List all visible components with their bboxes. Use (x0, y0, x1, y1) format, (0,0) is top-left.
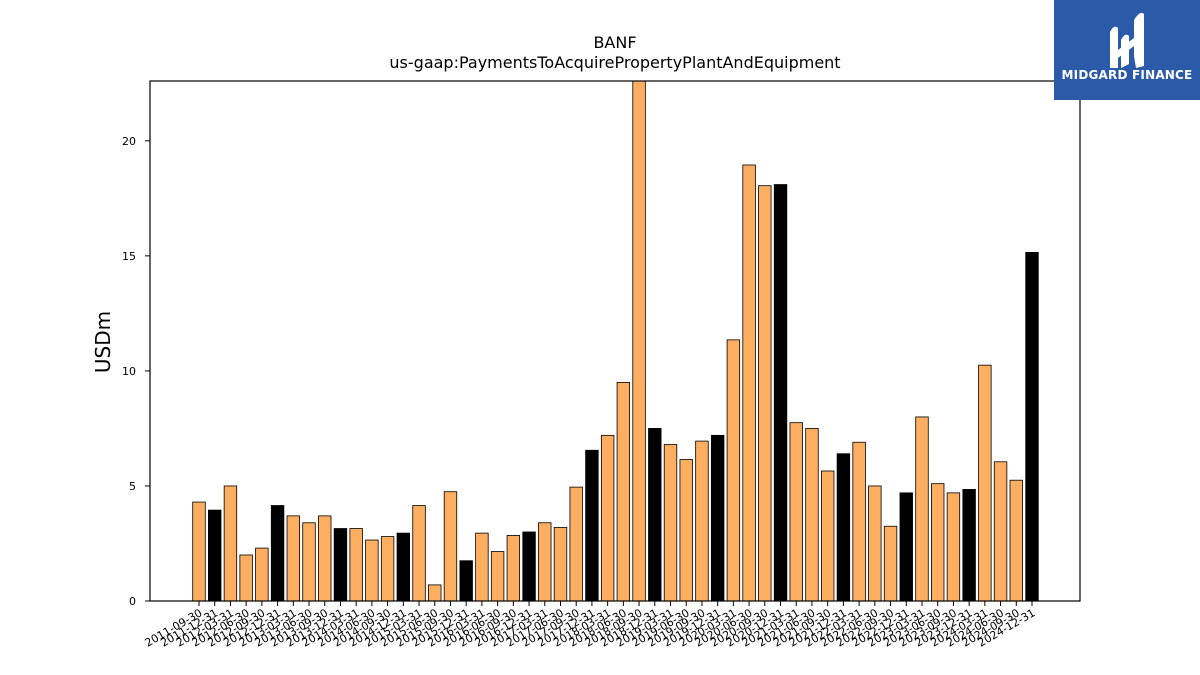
logo-text: MIDGARD FINANCE (1061, 68, 1193, 82)
bar-2023-03-31 (915, 416, 929, 602)
bar-2017-12-31 (585, 449, 599, 602)
bar-2023-12-31 (962, 489, 976, 602)
bar-2013-09-30 (318, 515, 332, 602)
bar-2018-06-30 (616, 382, 631, 602)
bar-2017-03-31 (538, 522, 552, 602)
bar-2013-06-30 (302, 522, 316, 602)
bar-2012-06-30 (239, 554, 253, 602)
bar-2020-06-30 (742, 164, 756, 602)
chart-title: BANF (593, 33, 636, 52)
bar-2024-12-31 (1025, 252, 1039, 602)
bar-2016-09-30 (506, 535, 521, 602)
bars-group (192, 80, 1039, 602)
y-tick-label: 15 (122, 250, 136, 263)
bar-2023-09-30 (946, 492, 961, 602)
bar-2022-03-31 (852, 441, 866, 602)
bar-2013-12-31 (333, 528, 348, 602)
bar-2012-09-30 (255, 547, 269, 602)
chart-subtitle: us-gaap:PaymentsToAcquirePropertyPlantAn… (389, 53, 840, 72)
bar-2024-03-31 (978, 364, 992, 602)
y-axis: 0 5 10 15 20 (122, 135, 150, 608)
bar-2020-09-30 (758, 185, 772, 602)
y-tick-label: 5 (129, 480, 136, 493)
bar-2018-09-30 (632, 80, 646, 602)
bar-2019-09-30 (695, 440, 709, 602)
y-axis-label: USDm (91, 311, 115, 373)
bar-2013-03-31 (286, 515, 300, 602)
y-tick-label: 20 (122, 135, 136, 148)
bar-2021-03-31 (789, 422, 803, 602)
bar-2016-06-30 (490, 551, 505, 602)
bar-2019-03-31 (663, 444, 678, 602)
bar-2016-03-31 (475, 532, 489, 602)
bar-2017-09-30 (569, 486, 583, 602)
bar-2015-12-31 (459, 560, 473, 602)
bar-2018-12-31 (648, 428, 662, 602)
bar-2022-06-30 (868, 485, 882, 602)
bar-2024-06-30 (993, 461, 1008, 602)
bar-2012-12-31 (270, 505, 285, 602)
y-tick-label: 0 (129, 595, 136, 608)
bar-2016-12-31 (522, 531, 536, 602)
bar-2021-06-30 (805, 428, 819, 602)
bar-2022-12-31 (899, 492, 913, 602)
midgard-finance-logo-icon (1110, 12, 1144, 69)
bar-2017-06-30 (553, 526, 568, 602)
plot-frame (149, 80, 1081, 602)
bar-2021-12-31 (836, 453, 851, 602)
bar-2011-12-31 (208, 509, 222, 602)
brand-logo: MIDGARD FINANCE (1054, 0, 1200, 100)
bar-2014-12-31 (396, 532, 411, 602)
bar-2024-09-30 (1009, 479, 1023, 602)
bar-2012-03-31 (223, 485, 238, 602)
bar-2015-09-30 (443, 491, 458, 602)
bar-2023-06-30 (931, 483, 945, 602)
bar-2020-12-31 (773, 184, 788, 602)
y-tick-label: 10 (122, 365, 136, 378)
bar-2020-03-31 (726, 339, 741, 602)
bar-2018-03-31 (600, 434, 615, 602)
bar-2014-03-31 (349, 528, 363, 602)
bar-2019-06-30 (679, 459, 693, 602)
bar-2011-09-30 (192, 501, 206, 602)
bar-2014-06-30 (365, 539, 379, 602)
bar-2015-06-30 (428, 584, 442, 602)
bar-2014-09-30 (380, 536, 395, 602)
bar-2015-03-31 (412, 505, 426, 602)
x-axis: 2011-09-302011-12-312012-03-312012-06-30… (143, 601, 1038, 650)
bar-2019-12-31 (710, 434, 725, 602)
bar-2021-09-30 (820, 470, 835, 602)
bar-2022-09-30 (883, 525, 898, 602)
